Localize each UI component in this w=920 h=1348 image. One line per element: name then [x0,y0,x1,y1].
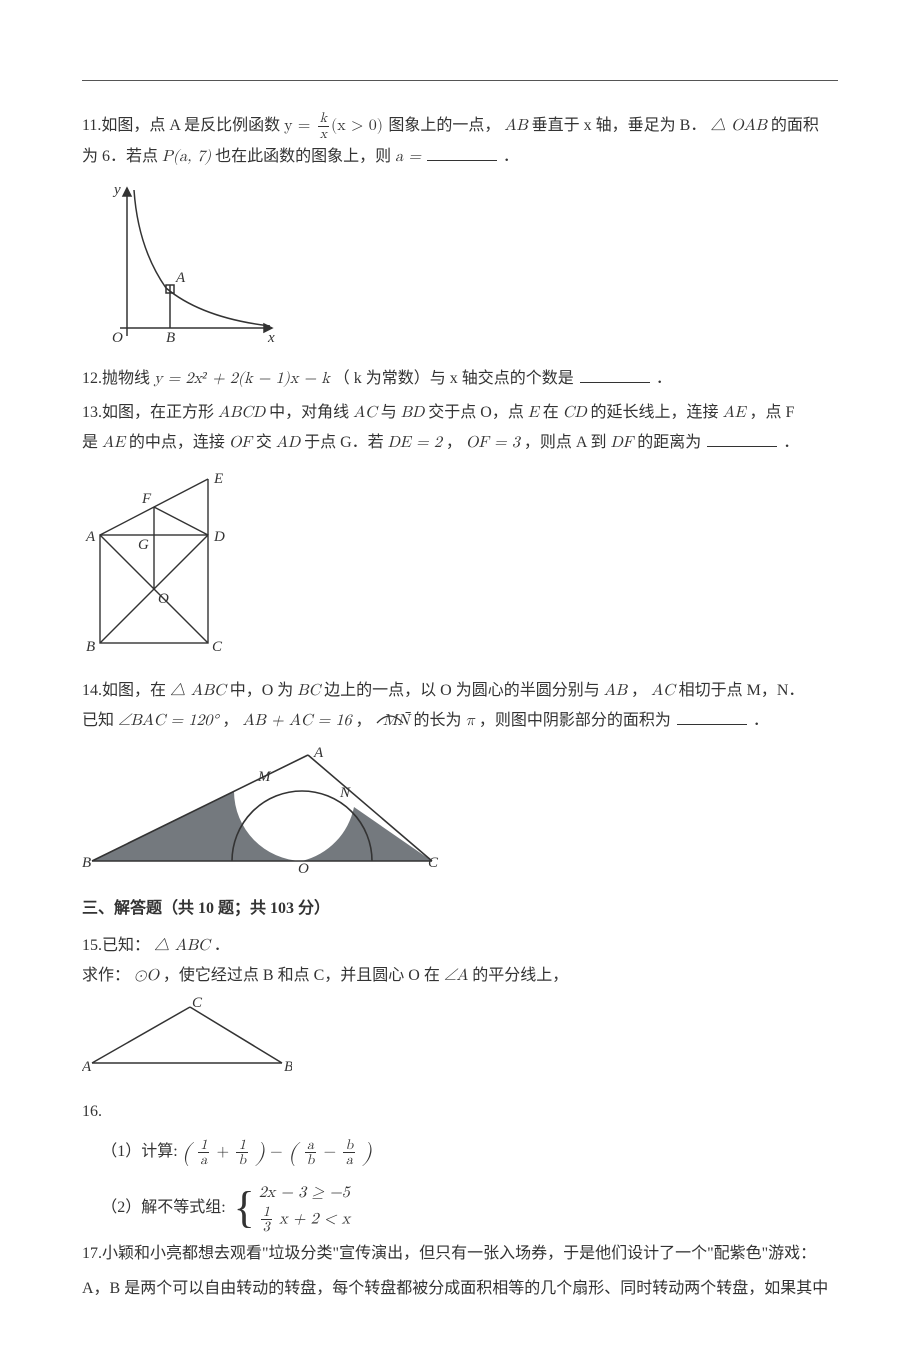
svg-text:B: B [284,1059,292,1075]
q15: 15.已知： △ ABC ． 求作： ⊙O ，使它经过点 B 和点 C，并且圆心… [82,931,838,992]
svg-text:C: C [428,855,439,871]
lbl-y: y [112,182,121,198]
svg-text:F: F [141,491,152,507]
svg-text:C: C [192,997,203,1011]
svg-text:B: B [82,855,91,871]
svg-text:A: A [313,745,324,761]
svg-text:M: M [257,769,272,785]
q13: 13.如图，在正方形 ABCD 中，对角线 AC 与 BD 交于点 O，点 E … [82,398,838,459]
q11-func: y = k x (x > 0) [284,118,388,134]
svg-text:N: N [339,785,351,801]
q17-l2: A，B 是两个可以自由转动的转盘，每个转盘都被分成面积相等的几个扇形、同时转动两… [82,1274,838,1304]
top-rule [82,80,838,81]
q13-figure: A B C D E F G O [82,465,838,666]
lbl-x: x [267,330,275,342]
section-3-title: 三、解答题（共 10 题；共 103 分） [82,894,838,924]
q12-blank [580,367,650,382]
lbl-B: B [166,330,175,342]
svg-text:C: C [212,639,223,655]
lbl-O: O [112,330,123,342]
q14: 14.如图，在 △ ABC 中，O 为 BC 边上的一点，以 O 为圆心的半圆分… [82,676,838,737]
svg-text:D: D [213,529,225,545]
q14-figure: A B C M N O [82,743,838,884]
q11-pre: 11.如图，点 A 是反比例函数 [82,117,284,134]
q13-blank [707,432,777,447]
q16-part1: （1）计算: ( 1a + 1b ) − ( ab − ba ) [82,1131,838,1177]
q14-blank [677,710,747,725]
q17-l1: 17.小颖和小亮都想去观看"垃圾分类"宣传演出，但只有一张入场券，于是他们设计了… [82,1239,838,1269]
svg-text:E: E [213,471,223,487]
svg-text:G: G [138,537,149,553]
lbl-A: A [175,270,186,286]
q11: 11.如图，点 A 是反比例函数 y = k x (x > 0) 图象上的一点，… [82,111,838,172]
q16-part2: （2）解不等式组: { 2x − 3 ≥ −5 13 x + 2 < x [82,1181,838,1235]
q11-blank [427,145,497,160]
svg-text:O: O [298,861,309,873]
q12: 12.抛物线 y = 2x² + 2(k − 1)x − k （ k 为常数）与… [82,364,838,394]
q16-head: 16. [82,1097,838,1127]
q15-figure: A B C [82,997,838,1086]
svg-text:A: A [85,529,96,545]
svg-text:B: B [86,639,95,655]
svg-text:O: O [158,591,169,607]
svg-text:A: A [82,1059,92,1075]
q11-figure: y x O A B [82,178,838,353]
